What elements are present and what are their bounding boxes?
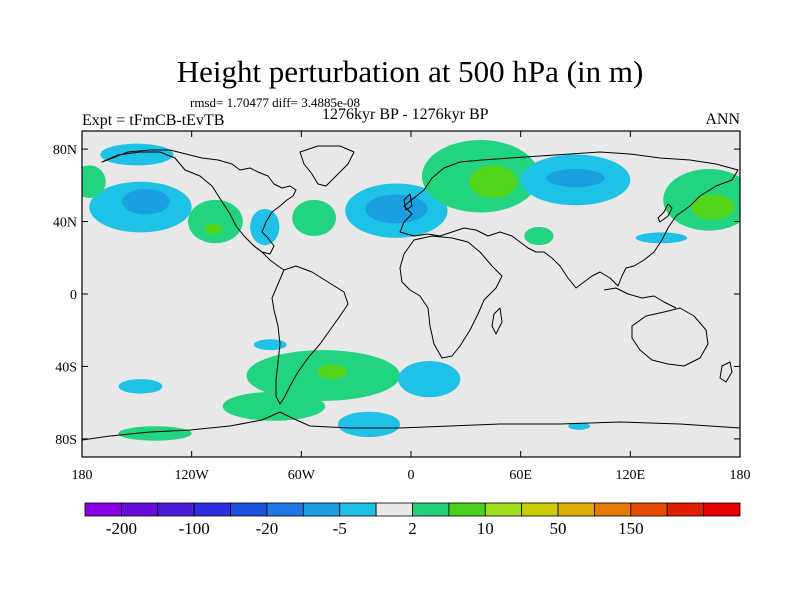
anomaly-s-atlantic-pos-core [317,364,348,380]
coast-greenland [299,145,355,187]
colorbar-swatch [703,502,741,517]
colorbar-label: 150 [618,519,644,538]
anomaly-w-pacific-pos-core [690,194,735,220]
colorbar-label: -5 [333,519,347,538]
colorbar-swatch [375,502,413,517]
colorbar-label: 2 [408,519,417,538]
anomaly-e-antarctic-neg [568,422,591,430]
coast-uk [403,193,413,211]
colorbar-swatch [448,502,486,517]
colorbar-label: 50 [550,519,567,538]
anomaly-alaska-neg [100,143,174,166]
anomaly-dateline-pos-n [82,165,106,199]
anomaly-ross-pos [118,426,192,441]
coast-central-america [253,245,285,271]
colorbar-label: -100 [179,519,210,538]
x-tick-label: 120W [175,468,210,483]
anomaly-e-us-neg [250,208,280,246]
anomaly-s-pacific-neg-n [253,339,287,351]
anomaly-n-america-pos-core [204,223,223,235]
colorbar-swatch [666,502,705,517]
anomaly-s-pacific-pos-w [222,391,326,421]
colorbar-swatch [120,502,159,517]
coast-indonesia [603,287,677,309]
colorbar-swatch [557,502,595,517]
colorbar: -200 -100 -20 -5 2 10 50 150 [84,502,741,538]
coast-antarctica [82,411,740,441]
anomaly-fields [82,140,740,441]
map-ticks: 180 120W 60W 0 60E 120E 180 80N 40N 0 40S 80S [53,131,751,483]
anomaly-n-pacific-neg-core [122,188,170,215]
colorbar-label: -20 [256,519,279,538]
x-tick-label: 180 [72,468,93,483]
x-tick-label: 60E [509,468,532,483]
colorbar-swatch [339,502,377,517]
figure-title: Height perturbation at 500 hPa (in m) [177,54,644,89]
y-tick-label: 80S [55,433,77,448]
anomaly-japan-neg [635,232,687,244]
anomaly-n-atlantic-neg-core [365,194,428,224]
anomaly-caspian-pos [524,226,554,246]
colorbar-swatch [302,502,341,517]
colorbar-swatch [412,502,450,517]
colorbar-swatch [230,502,268,517]
colorbar-swatch [521,502,559,517]
anomaly-europe-pos-core [469,165,518,199]
season-label: ANN [705,111,740,128]
stats-label: rmsd= 1.70477 diff= 3.4885e-08 [190,95,360,110]
y-tick-label: 0 [70,288,77,303]
coast-australia [631,307,709,367]
colorbar-swatch [630,502,668,517]
y-tick-label: 40N [53,216,77,231]
colorbar-swatch [594,502,632,517]
coast-new-zealand [719,361,733,383]
x-tick-label: 60W [288,468,316,483]
colorbar-swatch [266,502,304,517]
y-tick-label: 40S [55,360,77,375]
colorbar-label: 10 [477,519,494,538]
coast-north-america [101,149,297,255]
y-tick-label: 80N [53,143,77,158]
x-tick-label: 180 [730,468,751,483]
x-tick-label: 0 [408,468,415,483]
colorbar-swatch [84,502,122,517]
coastlines [82,145,740,441]
coast-south-america [271,265,349,405]
colorbar-swatch [484,502,523,517]
anomaly-weddell-neg [337,411,401,438]
colorbar-swatch [193,502,231,517]
coast-africa [399,235,503,359]
anomaly-s-indian-neg [398,361,461,398]
period-label: 1276kyr BP - 1276kyr BP [322,106,489,123]
x-tick-label: 120E [616,468,646,483]
anomaly-n-america-pos [188,199,243,244]
coast-madagascar [491,307,503,335]
anomaly-w-atlantic-pos [292,199,337,237]
coast-japan [657,203,673,223]
experiment-label: Expt = tFmCB-tEvTB [82,112,224,129]
anomaly-s-pacific-neg-w [118,379,163,394]
colorbar-swatch [157,502,195,517]
anomaly-siberia-neg-core [546,169,605,188]
map-background [82,131,740,457]
colorbar-label: -200 [106,519,137,538]
coast-eurasia [399,151,739,289]
